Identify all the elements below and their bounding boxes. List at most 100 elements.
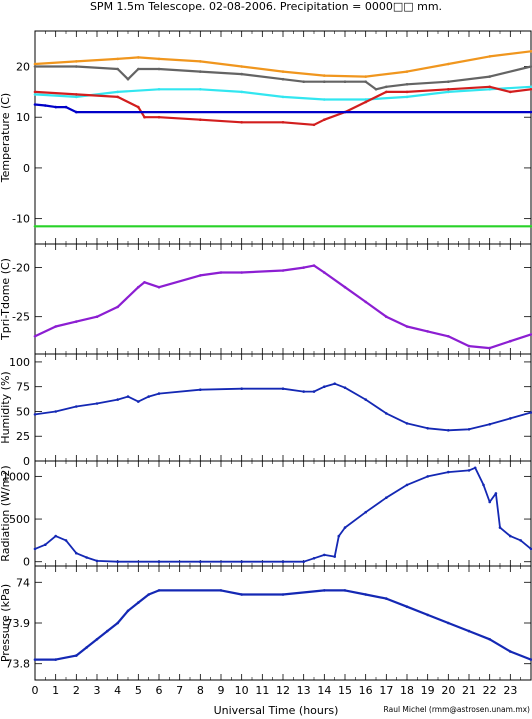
y-tick-label: 1000 [2,470,30,483]
data-point [199,388,202,392]
credit-text: Raul Michel (rmm@astrosen.unam.mx) [384,705,531,714]
data-point [33,62,37,66]
data-point [75,654,78,657]
data-point [364,100,368,104]
y-tick-label: 73.9 [6,617,31,630]
data-point [54,658,57,661]
data-point [95,315,99,319]
data-point [199,60,202,63]
data-point [323,74,326,77]
data-point [312,390,316,393]
panel-frame [34,243,532,355]
data-point [385,85,388,89]
y-tick-label: 20 [16,61,30,74]
data-point [509,417,512,420]
data-point [509,534,512,538]
y-tick-label: 0 [23,162,30,175]
data-point [333,382,337,386]
data-point [488,346,492,350]
data-point [385,412,388,415]
data-point [240,271,243,274]
y-tick-label: 10 [16,111,30,124]
data-point [343,386,347,390]
data-point [85,556,88,559]
data-point [75,93,78,96]
y-tick-label: 0 [23,455,30,468]
temperature-panel: 20 10 0 -10 Temperature (C) [0,30,532,245]
x-tick-label: 5 [135,684,142,697]
data-point [126,609,130,613]
data-point [467,469,471,472]
y-tick-label: 0 [23,556,30,569]
data-point [529,411,532,414]
data-point [312,123,316,127]
panel-frame [34,353,532,462]
data-point [364,398,368,401]
data-point [240,560,243,563]
data-point [240,65,243,68]
data-point [426,475,430,478]
data-point [473,466,477,470]
data-point [147,593,150,596]
data-point [426,427,430,430]
y-axis-label: Tpri-Tdome (C) [0,258,12,341]
data-point [447,88,450,91]
data-point [199,88,202,91]
data-point [337,534,341,538]
data-point [33,413,37,416]
data-point [447,470,450,474]
data-point [509,90,512,94]
panel-frame [34,460,532,567]
x-tick-label: 11 [255,684,269,697]
data-point [281,560,285,563]
data-point [33,547,37,551]
data-point [281,77,285,81]
data-point [95,402,99,405]
data-point [529,658,532,661]
data-point [529,333,532,336]
data-point [54,410,57,413]
x-axis-label: Universal Time (hours) [214,704,339,717]
data-point [385,315,388,319]
data-point [405,605,409,608]
data-point [240,387,243,391]
data-point [364,98,368,101]
data-point [240,593,243,596]
data-point [488,55,492,58]
data-point [405,90,409,94]
data-point [509,650,512,653]
data-point [199,70,202,73]
data-point [323,385,326,389]
data-point [447,429,450,432]
data-point [302,560,306,563]
data-point [405,95,409,99]
data-point [529,50,532,53]
data-point [157,589,161,592]
x-tick-label: 14 [317,684,331,697]
data-point [199,560,202,563]
data-point [426,613,430,617]
x-tick-label: 8 [197,684,204,697]
data-point [157,67,161,71]
data-point [405,483,409,487]
data-point [240,72,243,76]
data-point [116,305,119,309]
y-axis-label: Radiation (W/m2) [0,465,12,561]
data-point [302,390,306,393]
data-point [488,500,492,504]
data-point [385,90,388,94]
data-point [44,104,47,107]
data-point [343,589,347,592]
x-tick-label: 16 [359,684,373,697]
data-point [447,335,450,338]
data-point [147,395,150,398]
x-tick-label: 10 [235,684,249,697]
chart-title: SPM 1.5m Telescope. 02-08-2006. Precipit… [90,0,442,13]
data-point [488,88,492,91]
series-navy-line [35,589,532,661]
data-point [85,646,88,649]
data-point [33,93,37,96]
data-point [405,70,409,73]
